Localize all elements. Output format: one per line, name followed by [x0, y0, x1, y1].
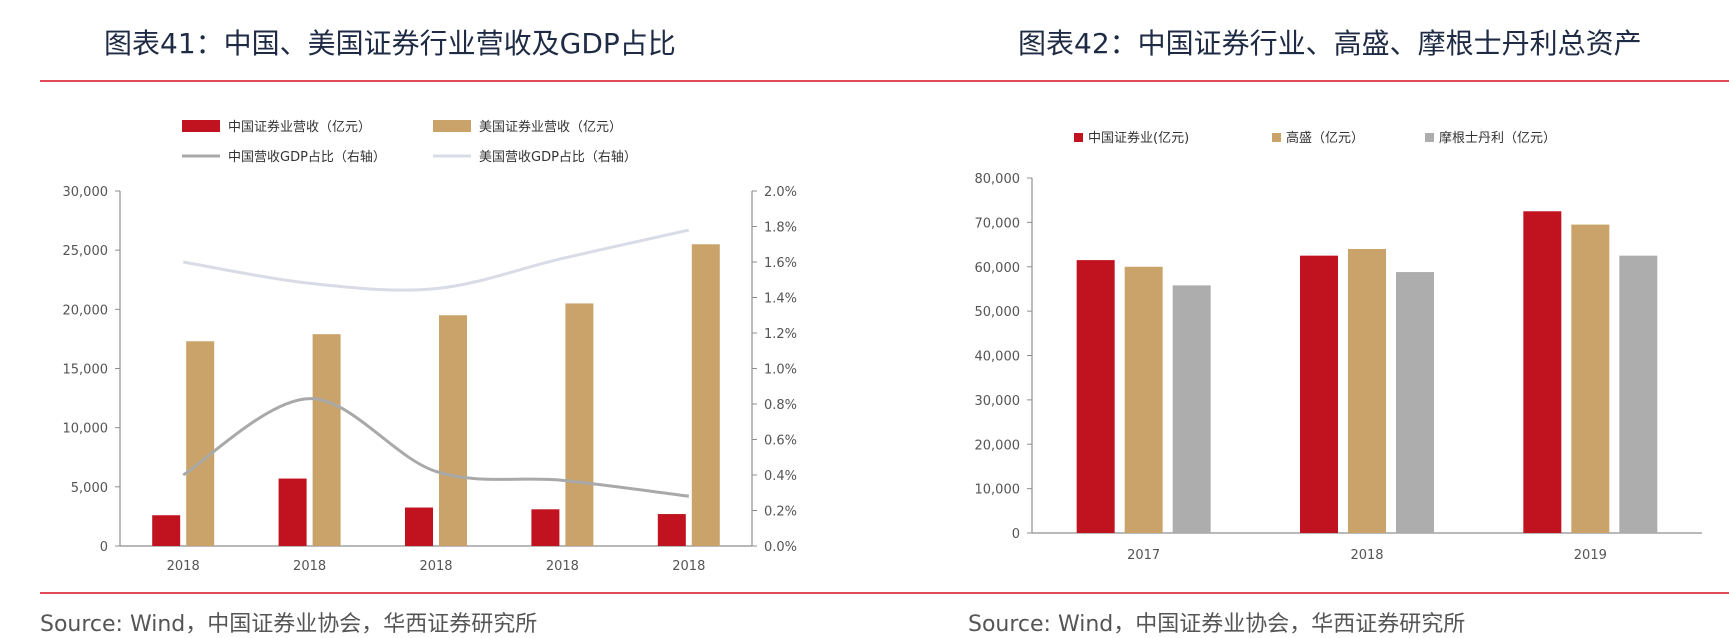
chart1-legend-swatch: [433, 120, 471, 132]
chart2-y-tick-label: 40,000: [975, 350, 1021, 365]
chart1-legend-label: 美国证券业营收（亿元）: [479, 119, 622, 135]
chart1-right-tick-label: 0.2%: [764, 505, 797, 520]
chart1-x-tick-label: 2018: [419, 559, 452, 574]
chart2-china-assets-bar: [1523, 211, 1562, 533]
chart1-china-gdp-share-line: [182, 397, 689, 498]
chart2-legend-label: 高盛（亿元）: [1286, 130, 1364, 146]
chart1-left-tick-label: 5,000: [71, 481, 108, 496]
chart1-china-revenue-bar: [405, 507, 433, 546]
chart2-x-tick-label: 2019: [1574, 548, 1607, 563]
chart1-left-tick-label: 0: [100, 540, 108, 555]
chart1-x-tick-label: 2018: [672, 559, 705, 574]
chart2-x-tick-label: 2017: [1127, 548, 1160, 563]
chart1-x-tick-label: 2018: [293, 559, 326, 574]
chart2-goldman-assets-bar: [1571, 224, 1610, 533]
chart1-china-revenue-bar: [657, 514, 686, 546]
chart1-right-tick-label: 0.4%: [764, 469, 797, 484]
chart1-right-tick-label: 1.2%: [764, 327, 797, 342]
chart2-y-tick-label: 70,000: [975, 216, 1021, 231]
chart1-us-revenue-bar: [312, 334, 341, 546]
chart2-y-tick-label: 80,000: [975, 172, 1021, 187]
chart1-right-tick-label: 0.8%: [764, 398, 797, 413]
chart2-goldman-assets-bar: [1348, 249, 1386, 533]
chart1-us-revenue-bar: [439, 315, 467, 546]
chart1-us-revenue-bar: [691, 244, 720, 546]
chart1-us-revenue-bar: [565, 303, 594, 546]
chart2-legend-label: 中国证券业(亿元): [1088, 130, 1189, 146]
chart1: 0 5,000 10,000 15,000 20,000 25,000 30,000 0.0%…: [63, 119, 798, 574]
chart2-legend-swatch: [1272, 133, 1281, 142]
chart2-morgan-stanley-assets-bar: [1396, 272, 1434, 533]
chart1-right-tick-label: 1.6%: [764, 256, 797, 271]
chart2-morgan-stanley-assets-bar: [1172, 285, 1211, 533]
chart2-morgan-stanley-assets-bar: [1619, 255, 1658, 533]
chart1-left-tick-label: 30,000: [63, 185, 109, 200]
chart1-left-tick-label: 25,000: [63, 244, 109, 259]
chart1-legend-swatch: [182, 120, 220, 132]
chart1-china-revenue-bar: [278, 478, 307, 546]
chart1-x-tick-label: 2018: [546, 559, 579, 574]
chart1-china-revenue-bar: [531, 509, 560, 546]
chart1-right-tick-label: 1.8%: [764, 221, 797, 236]
chart1-left-tick-label: 20,000: [63, 303, 109, 318]
chart2-y-tick-label: 60,000: [975, 261, 1021, 276]
chart2-legend-swatch: [1425, 133, 1434, 142]
chart2-x-tick-label: 2018: [1350, 548, 1383, 563]
chart2-legend-swatch: [1074, 133, 1083, 142]
bottom-divider: [40, 592, 1729, 594]
chart1-left-tick-label: 10,000: [63, 422, 109, 437]
chart1-legend-label: 中国营收GDP占比（右轴）: [228, 150, 386, 165]
chart1-legend-label: 中国证券业营收（亿元）: [228, 119, 371, 135]
chart2-china-assets-bar: [1076, 260, 1115, 533]
chart1-right-tick-label: 2.0%: [764, 185, 797, 200]
chart2-y-tick-label: 10,000: [975, 483, 1021, 498]
chart1-x-tick-label: 2018: [167, 559, 200, 574]
chart2-source-note: Source: Wind，中国证券业协会，华西证券研究所: [968, 612, 1466, 637]
chart2-y-tick-label: 0: [1012, 527, 1020, 542]
chart1-left-tick-label: 15,000: [63, 363, 109, 378]
chart1-right-tick-label: 1.4%: [764, 292, 797, 307]
chart2: 0 10,000 20,000 30,000 40,000 50,000 60,000 70,…: [975, 130, 1702, 563]
chart2-legend-label: 摩根士丹利（亿元）: [1439, 130, 1556, 146]
chart1-right-tick-label: 1.0%: [764, 363, 797, 378]
top-divider: [40, 80, 1729, 82]
chart1-source-note: Source: Wind，中国证券业协会，华西证券研究所: [40, 612, 538, 637]
chart2-y-tick-label: 30,000: [975, 394, 1021, 409]
chart2-y-tick-label: 20,000: [975, 438, 1021, 453]
chart1-china-revenue-bar: [152, 515, 181, 546]
chart1-title: 图表41：中国、美国证券行业营收及GDP占比: [104, 27, 676, 60]
chart2-y-tick-label: 50,000: [975, 305, 1021, 320]
charts-canvas: 0 5,000 10,000 15,000 20,000 25,000 30,000 0.0%…: [63, 119, 1702, 574]
chart2-title: 图表42：中国证券行业、高盛、摩根士丹利总资产: [1018, 27, 1642, 60]
chart1-us-revenue-bar: [186, 341, 215, 546]
chart2-goldman-assets-bar: [1124, 266, 1163, 533]
chart1-legend-label: 美国营收GDP占比（右轴）: [479, 150, 637, 165]
chart1-right-tick-label: 0.6%: [764, 434, 797, 449]
chart2-china-assets-bar: [1300, 255, 1338, 533]
chart1-right-tick-label: 0.0%: [764, 540, 797, 555]
chart1-us-gdp-share-line: [182, 228, 690, 292]
